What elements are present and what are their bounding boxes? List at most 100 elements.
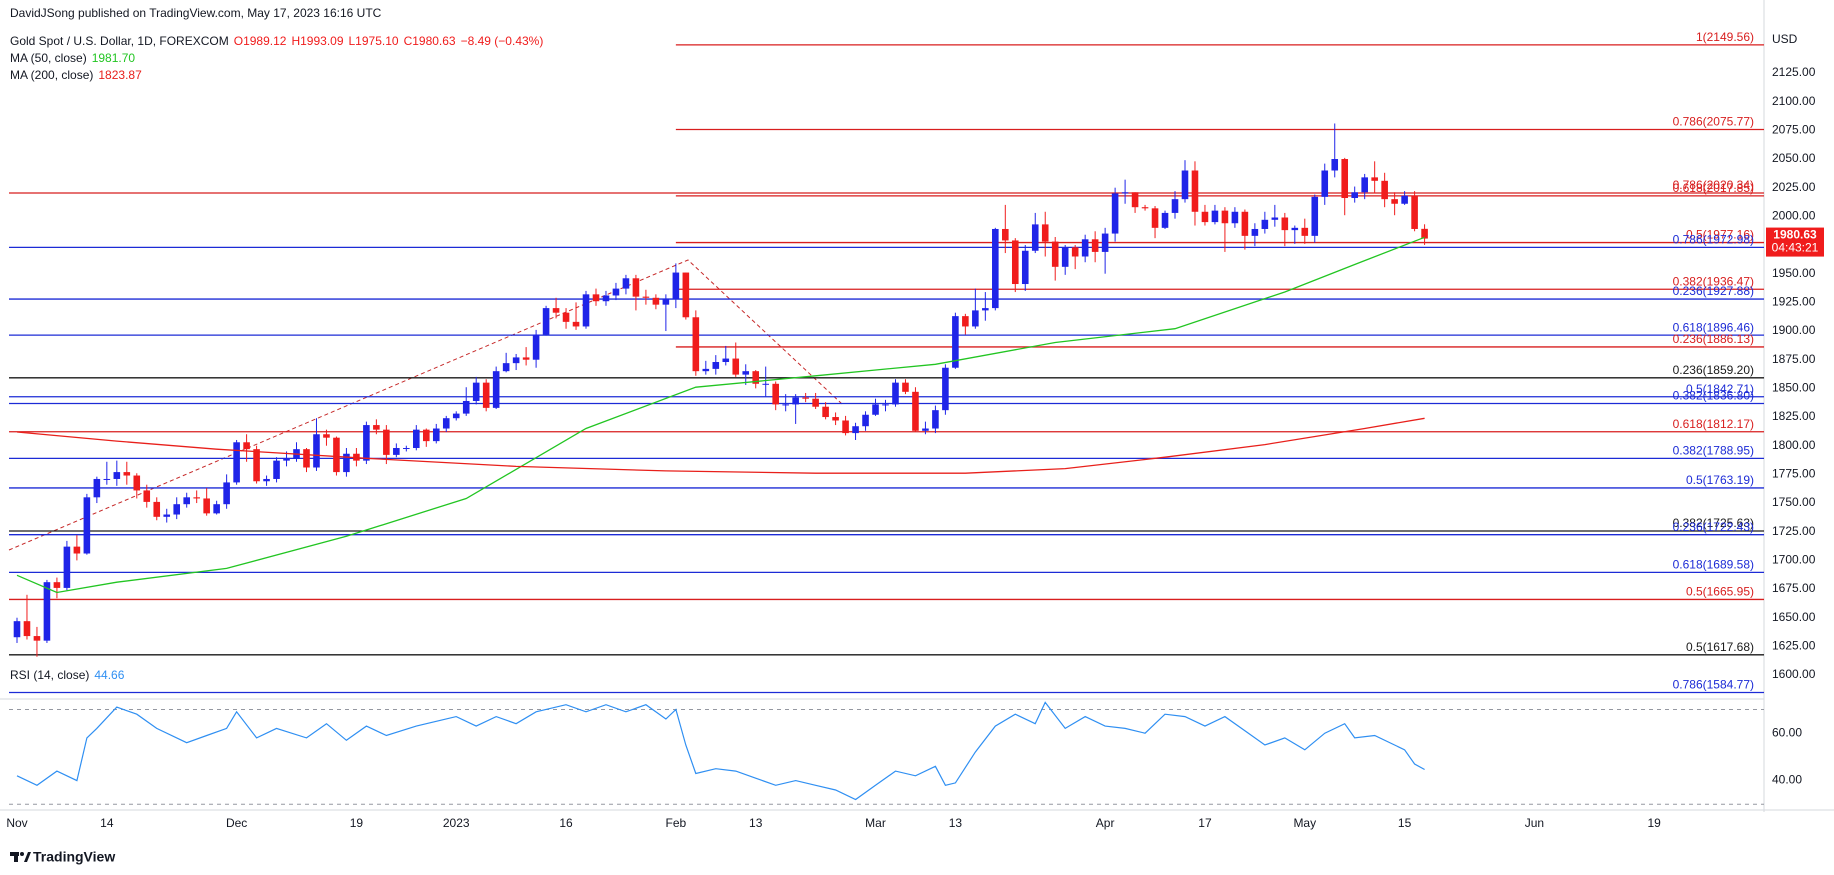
level-label: 0.5(1617.68) — [1686, 640, 1754, 654]
candle-body — [1251, 228, 1259, 236]
candle-body — [952, 316, 959, 368]
candle-body — [422, 429, 430, 442]
candle-body — [103, 478, 111, 480]
candle-body — [432, 428, 440, 442]
legend-ma: MA (50, close) 1981.70 — [10, 51, 140, 65]
level-label: 0.786(2020.34) — [1673, 178, 1754, 192]
level-label: 0.236(1859.20) — [1673, 363, 1754, 377]
x-tick-label: Nov — [6, 816, 27, 830]
legend-name: MA (200, close) — [10, 68, 94, 82]
level-label: 0.236(1722.43) — [1673, 520, 1754, 534]
candle-body — [962, 316, 969, 327]
candle-body — [512, 357, 520, 364]
candle-body — [1021, 250, 1029, 285]
candle-body — [832, 417, 839, 421]
candle-body — [1421, 228, 1428, 239]
y-tick-label: 1775.00 — [1772, 467, 1816, 481]
y-tick-label: 2075.00 — [1772, 123, 1816, 137]
candle-body — [752, 371, 760, 384]
candle-body — [73, 546, 81, 554]
candle-body — [1291, 227, 1299, 231]
y-tick-label: 1650.00 — [1772, 610, 1816, 624]
candle-body — [622, 278, 630, 289]
candle-body — [213, 504, 220, 514]
candle-body — [592, 294, 600, 302]
candle-body — [642, 296, 650, 298]
x-tick-label: 13 — [949, 816, 963, 830]
candle-body — [113, 472, 121, 479]
legend-name: RSI (14, close) — [10, 668, 90, 682]
candle-body — [1131, 192, 1139, 208]
candle-body — [163, 514, 171, 517]
candle-body — [1371, 177, 1378, 181]
x-tick-label: 19 — [1648, 816, 1662, 830]
candle-body — [882, 404, 889, 406]
candle-body — [303, 449, 310, 468]
candle-body — [442, 418, 450, 429]
y-tick-label: 1875.00 — [1772, 352, 1816, 366]
price-tag — [1766, 227, 1824, 257]
candle-body — [522, 357, 530, 360]
candle-body — [1081, 239, 1089, 257]
y-tick-label: 1950.00 — [1772, 266, 1816, 280]
candle-body — [702, 368, 710, 372]
y-tick-label: 1675.00 — [1772, 581, 1816, 595]
candle-body — [562, 312, 570, 322]
y-tick-label: 2025.00 — [1772, 180, 1816, 194]
candle-body — [1411, 195, 1418, 229]
candle-body — [1381, 180, 1388, 200]
legend-value: 44.66 — [94, 668, 125, 682]
candle-body — [1191, 170, 1199, 212]
level-label: 0.5(1842.71) — [1686, 382, 1754, 396]
candle-body — [612, 288, 620, 296]
ma-line — [16, 417, 1425, 474]
x-tick-label: Mar — [865, 816, 886, 830]
candle-body — [462, 400, 470, 414]
candle-body — [1231, 211, 1239, 224]
candle-body — [482, 382, 490, 408]
candle-body — [313, 434, 320, 468]
candle-body — [632, 278, 640, 297]
candle-body — [912, 391, 919, 431]
candle-body — [1002, 228, 1009, 241]
candle-body — [253, 449, 260, 482]
legend-title: Gold Spot / U.S. Dollar, 1D, FOREXCOM — [10, 34, 229, 48]
candle-body — [1271, 217, 1279, 220]
y-tick-label: 1825.00 — [1772, 409, 1816, 423]
candle-body — [43, 582, 51, 641]
candle-body — [652, 297, 660, 305]
ohlc-value: O1989.12 — [233, 34, 287, 48]
candle-body — [1071, 247, 1079, 257]
level-label: 0.618(1689.58) — [1673, 558, 1754, 572]
ohlc-value: L1975.10 — [348, 34, 399, 48]
candle-body — [143, 490, 151, 502]
candle-body — [672, 272, 680, 299]
candle-body — [1401, 195, 1408, 204]
candle-body — [602, 295, 610, 302]
y-tick-label: 2050.00 — [1772, 151, 1816, 165]
legend-ma: MA (200, close) 1823.87 — [10, 68, 147, 82]
logo-shape — [20, 852, 24, 856]
candle-body — [732, 358, 740, 375]
y-tick-label: 1600.00 — [1772, 667, 1816, 681]
logo-icon — [10, 852, 31, 862]
candle-body — [872, 404, 879, 415]
candle-body — [1061, 247, 1069, 267]
candle-body — [173, 504, 181, 515]
candle-body — [942, 367, 949, 411]
candle-body — [1041, 224, 1049, 242]
candle-body — [83, 497, 91, 554]
candle-body — [852, 426, 859, 434]
level-label: 0.236(1886.13) — [1673, 332, 1754, 346]
level-label: 0.382(1936.47) — [1673, 274, 1754, 288]
level-label: 0.786(2075.77) — [1673, 115, 1754, 129]
logo-text: TradingView — [33, 849, 115, 865]
candle-body — [472, 382, 480, 401]
logo-shape — [14, 852, 18, 862]
candle-body — [842, 420, 849, 434]
candle-body — [992, 228, 999, 309]
candle-body — [692, 317, 700, 372]
x-tick-label: 16 — [559, 816, 573, 830]
candle-body — [403, 448, 410, 450]
level-label: 0.382(1725.63) — [1673, 516, 1754, 530]
